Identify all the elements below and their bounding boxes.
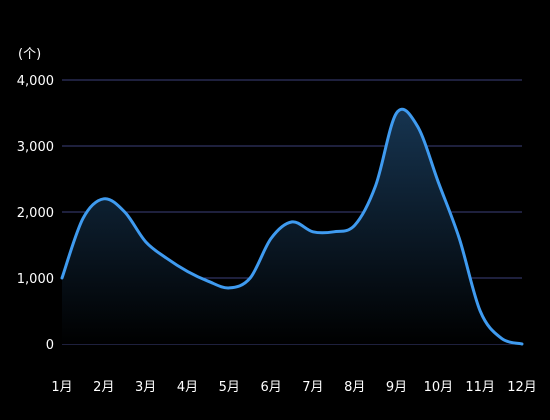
x-tick-label: 3月 [135,380,156,395]
y-tick-label: 2,000 [17,206,54,221]
y-tick-label: 4,000 [17,74,54,89]
series-line [60,107,524,346]
y-tick-label: 3,000 [17,140,54,155]
x-tick-label: 8月 [344,380,365,395]
x-tick-label: 6月 [260,380,281,395]
area-fill [62,109,522,344]
x-axis-ticks: 1月 2月 3月 4月 5月 6月 7月 8月 9月 10月 11月 12月 [51,380,536,395]
x-tick-label: 10月 [424,380,454,395]
x-tick-label: 9月 [386,380,407,395]
x-tick-label: 7月 [302,380,323,395]
y-tick-label: 0 [46,338,54,353]
y-axis-unit-label: (个) [18,47,41,62]
y-axis-ticks: 0 1,000 2,000 3,000 4,000 [17,74,54,353]
x-tick-label: 11月 [465,380,495,395]
x-tick-label: 4月 [177,380,198,395]
y-tick-label: 1,000 [17,272,54,287]
x-tick-label: 12月 [507,380,537,395]
x-tick-label: 1月 [51,380,72,395]
x-tick-label: 2月 [93,380,114,395]
x-tick-label: 5月 [219,380,240,395]
